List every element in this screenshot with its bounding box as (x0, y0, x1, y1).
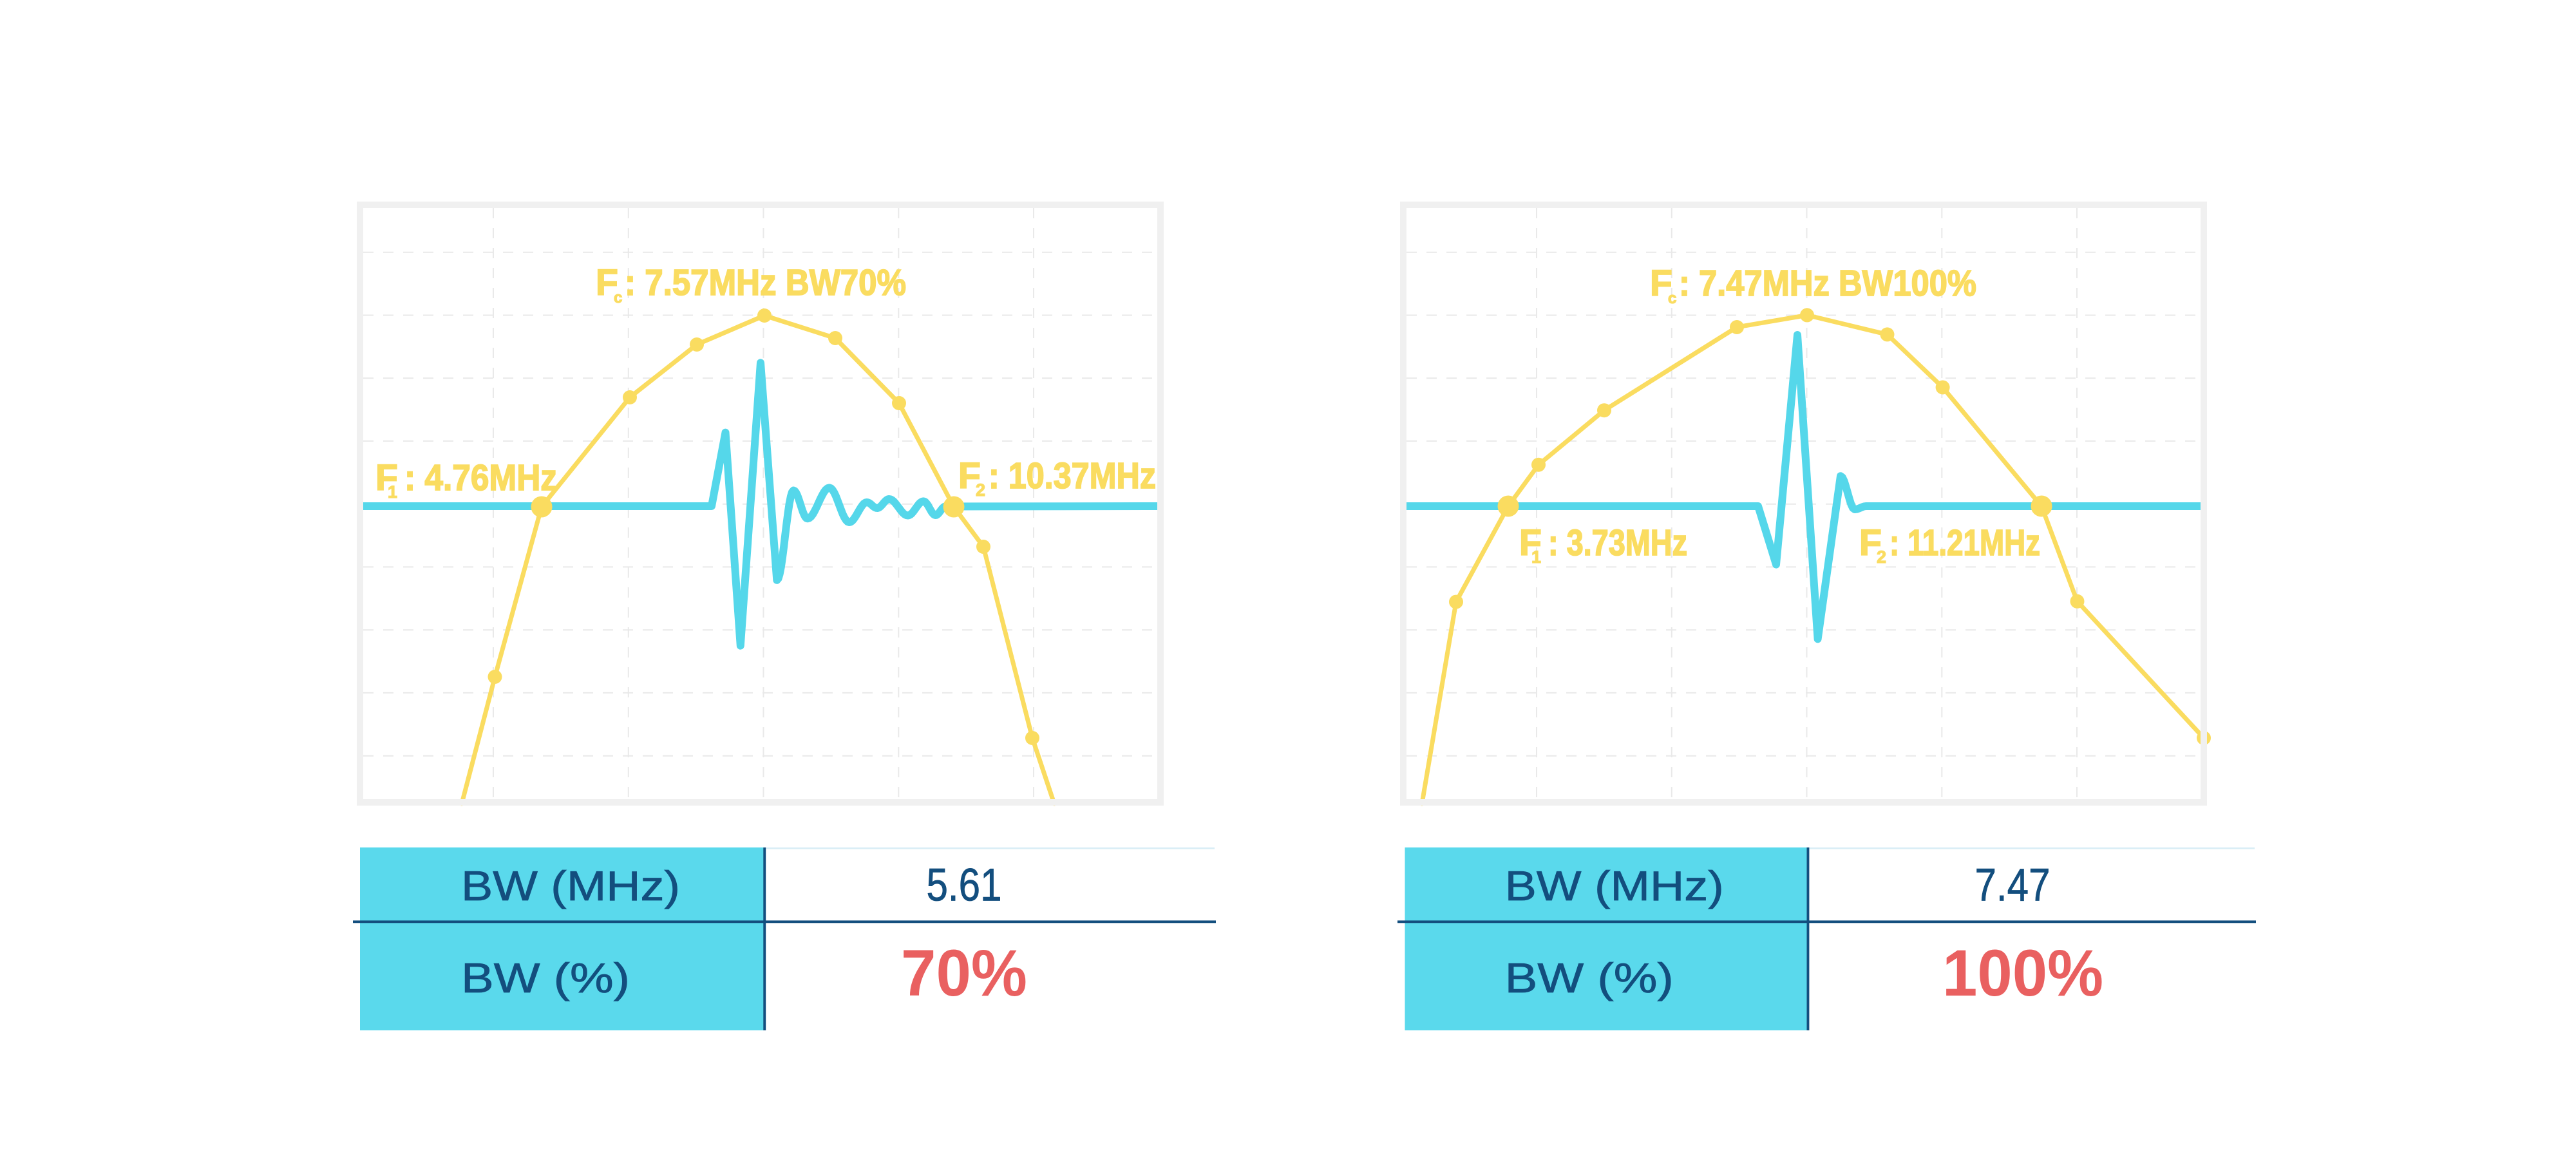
svg-text:2: 2 (976, 480, 985, 500)
svg-text:: 3.73MHz: : 3.73MHz (1548, 522, 1687, 563)
svg-text:: 7.57MHz BW70%: : 7.57MHz BW70% (625, 262, 906, 303)
svg-text:2: 2 (1877, 547, 1886, 567)
svg-text:F: F (1519, 522, 1542, 563)
svg-text:F: F (375, 457, 398, 498)
svg-text:F: F (958, 455, 981, 497)
svg-text:: 4.76MHz: : 4.76MHz (404, 457, 557, 498)
svg-text:100%: 100% (1942, 936, 2103, 1010)
svg-text:F: F (1859, 522, 1882, 563)
svg-text:70%: 70% (901, 936, 1027, 1010)
svg-text:1: 1 (388, 482, 397, 502)
svg-text:: 11.21MHz: : 11.21MHz (1889, 522, 2040, 563)
svg-text:F: F (1650, 263, 1672, 304)
svg-text:BW (MHz): BW (MHz) (461, 862, 680, 909)
svg-text:BW (%): BW (%) (461, 954, 630, 1001)
svg-text:: 10.37MHz: : 10.37MHz (989, 455, 1156, 497)
svg-text:F: F (596, 262, 618, 303)
svg-text:7.47: 7.47 (1975, 860, 2050, 911)
svg-text:1: 1 (1531, 547, 1541, 567)
svg-text:c: c (1668, 290, 1676, 307)
svg-text:c: c (614, 289, 622, 307)
svg-text:BW (%): BW (%) (1505, 954, 1674, 1001)
svg-text:5.61: 5.61 (927, 860, 1002, 911)
svg-text:: 7.47MHz BW100%: : 7.47MHz BW100% (1679, 263, 1976, 304)
svg-text:BW (MHz): BW (MHz) (1505, 862, 1724, 909)
